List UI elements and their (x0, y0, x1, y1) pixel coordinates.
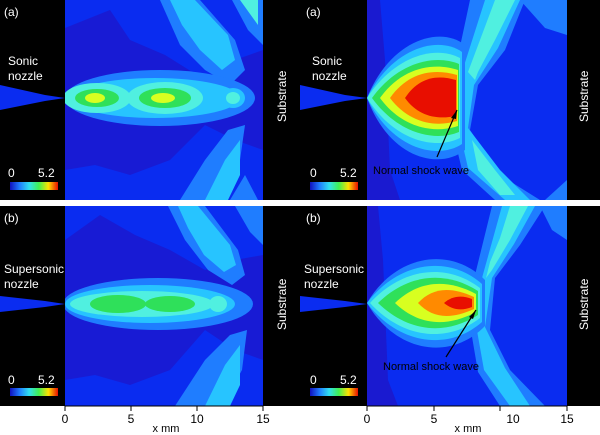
velocity-contours (367, 0, 567, 200)
velocity-contours (65, 0, 263, 200)
nozzle-label-line1: Sonic (8, 54, 38, 68)
shock-wave-annotation: Normal shock wave (373, 165, 469, 177)
x-tick-label: 5 (431, 412, 438, 426)
colorbar-max: 5.2 (340, 373, 357, 387)
colorbar (10, 388, 58, 396)
colorbar (310, 182, 358, 190)
x-tick-label: 0 (364, 412, 371, 426)
velocity-contours (367, 206, 567, 406)
x-axis-left: 0 5 10 15 x mm (62, 405, 270, 435)
nozzle-label-line1: Supersonic (4, 262, 64, 276)
panel-tag: (b) (306, 211, 321, 225)
x-tick-label: 15 (256, 412, 270, 426)
colorbar-min: 0 (8, 373, 15, 387)
panel-bottom-left: (b) Supersonic nozzle Substrate 0 5.2 (0, 206, 300, 406)
nozzle-jet (300, 85, 367, 110)
colorbar-max: 5.2 (340, 166, 357, 180)
colorbar (310, 388, 358, 396)
nozzle-label-line2: nozzle (4, 277, 39, 291)
velocity-contours (65, 206, 263, 406)
nozzle-label-line1: Supersonic (304, 262, 364, 276)
x-tick-label: 10 (190, 412, 204, 426)
panel-top-left: (a) Sonic nozzle Substrate 0 5.2 (0, 0, 300, 200)
substrate-label: Substrate (275, 70, 289, 122)
x-axis-right: 0 5 10 15 x mm (364, 405, 574, 435)
panel-tag: (a) (4, 5, 19, 19)
panel-tag: (b) (4, 211, 19, 225)
nozzle-label-line2: nozzle (304, 277, 339, 291)
shock-wave-annotation: Normal shock wave (383, 361, 479, 373)
substrate-block (263, 206, 300, 406)
colorbar-min: 0 (310, 373, 317, 387)
nozzle-label-line1: Sonic (312, 54, 342, 68)
x-axis-label: x mm (455, 423, 482, 435)
x-tick-label: 5 (128, 412, 135, 426)
substrate-label: Substrate (577, 70, 591, 122)
colorbar-min: 0 (8, 166, 15, 180)
panel-tag: (a) (306, 5, 321, 19)
x-tick-label: 10 (506, 412, 520, 426)
substrate-block (567, 206, 600, 406)
arrow-head (469, 310, 476, 319)
nozzle-label-line2: nozzle (8, 69, 43, 83)
nozzle-label-line2: nozzle (312, 69, 347, 83)
nozzle-jet (300, 296, 367, 312)
colorbar-max: 5.2 (38, 373, 55, 387)
colorbar (10, 182, 58, 190)
panel-bottom-right: Normal shock wave (b) Supersonic nozzle … (300, 206, 600, 406)
nozzle-jet (0, 85, 65, 110)
nozzle-jet (0, 296, 65, 312)
colorbar-max: 5.2 (38, 166, 55, 180)
substrate-block (263, 0, 300, 200)
x-tick-label: 0 (62, 412, 69, 426)
colorbar-min: 0 (310, 166, 317, 180)
substrate-label: Substrate (275, 278, 289, 330)
panel-top-right: Normal shock wave (a) Sonic nozzle Subst… (300, 0, 600, 200)
arrow-head (451, 110, 457, 119)
x-axis-label: x mm (153, 423, 180, 435)
x-tick-label: 15 (560, 412, 574, 426)
substrate-block (567, 0, 600, 200)
substrate-label: Substrate (577, 278, 591, 330)
